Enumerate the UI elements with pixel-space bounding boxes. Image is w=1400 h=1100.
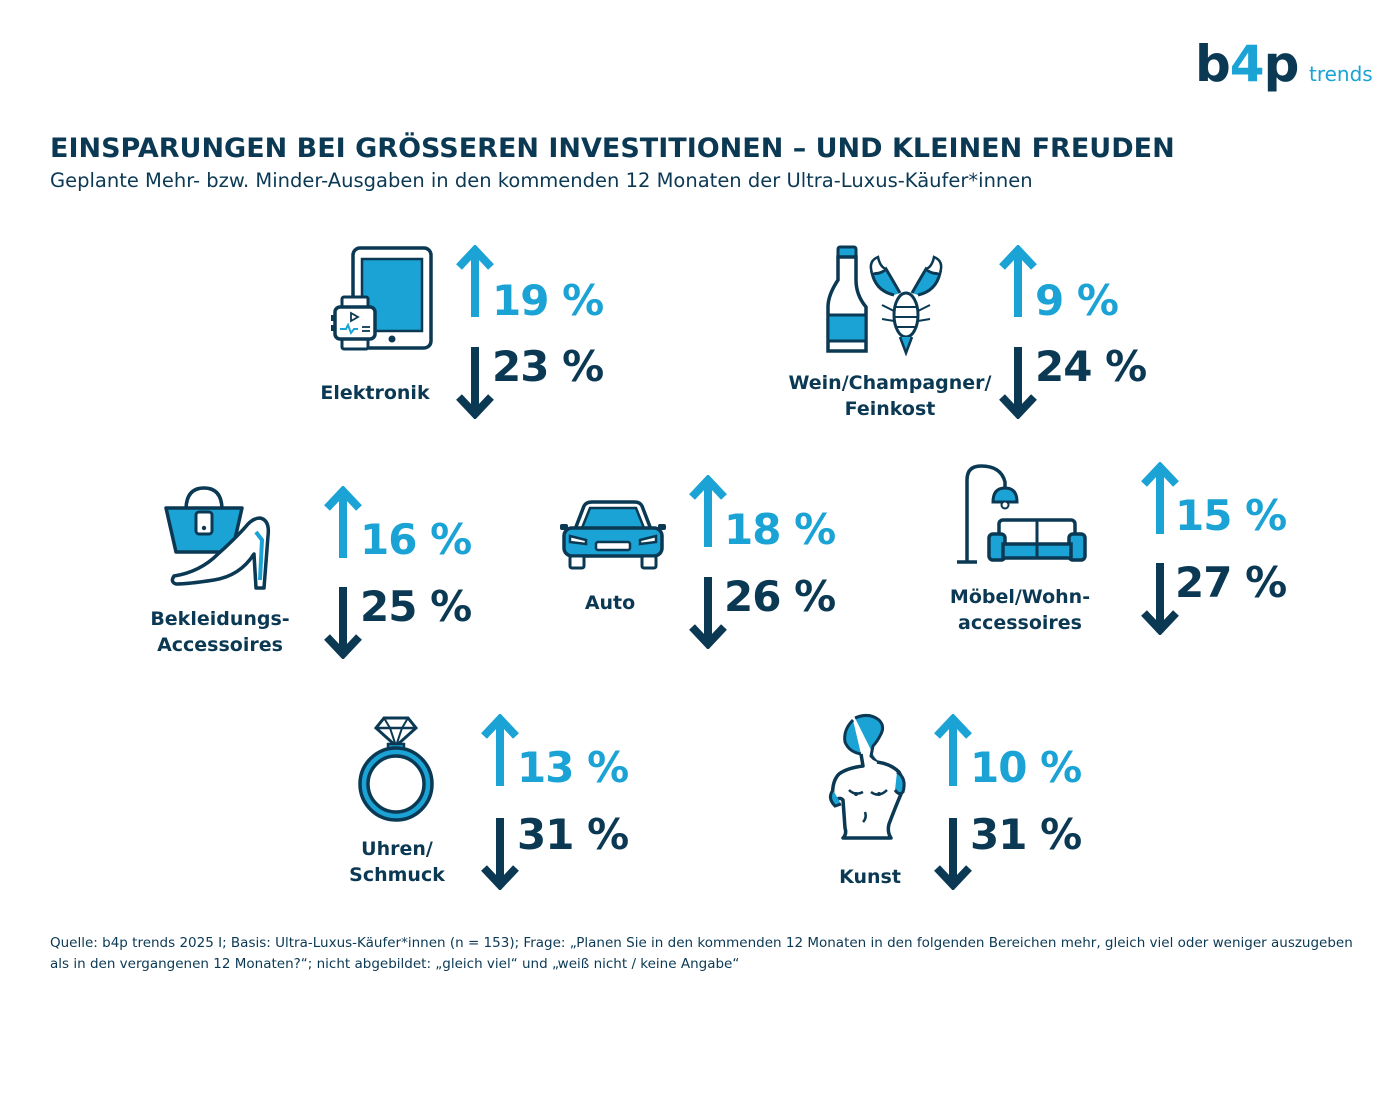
decrease-value: 23 % <box>492 342 604 391</box>
increase-value: 18 % <box>724 505 836 554</box>
arrow-down-icon <box>999 347 1037 419</box>
wine-bottle-lobster-icon <box>826 245 943 357</box>
handbag-high-heel-icon <box>164 486 271 590</box>
arrow-down-icon <box>324 587 362 659</box>
arrow-up-icon <box>324 486 362 558</box>
decrease-value: 25 % <box>360 582 472 631</box>
category-label: Auto <box>584 592 636 614</box>
arrow-down-icon <box>1141 563 1179 635</box>
category-label: Elektronik <box>320 382 430 404</box>
arrow-down-icon <box>689 577 727 649</box>
decrease-value: 31 % <box>970 810 1082 859</box>
decrease-value: 27 % <box>1175 558 1287 607</box>
arrow-up-icon <box>689 475 727 547</box>
arrow-up-icon <box>481 714 519 786</box>
arrow-up-icon <box>1141 462 1179 534</box>
increase-value: 15 % <box>1175 491 1287 540</box>
chart-title: EINSPARUNGEN BEI GRÖSSEREN INVESTITIONEN… <box>50 133 1175 164</box>
lamp-sofa-icon <box>957 464 1087 564</box>
b4p-trends-logo: b4p trends <box>1195 36 1375 96</box>
car-icon <box>560 500 666 570</box>
decrease-value: 26 % <box>724 572 836 621</box>
category-label: Kunst <box>839 866 901 888</box>
chart-subtitle: Geplante Mehr- bzw. Minder-Ausgaben in d… <box>50 169 1033 192</box>
tablet-smartwatch-icon <box>331 246 433 351</box>
increase-value: 10 % <box>970 743 1082 792</box>
increase-value: 9 % <box>1035 276 1119 325</box>
arrow-up-icon <box>456 245 494 317</box>
increase-value: 16 % <box>360 515 472 564</box>
increase-value: 19 % <box>492 276 604 325</box>
category-label: Wein/Champagner/ Feinkost <box>788 372 992 420</box>
increase-value: 13 % <box>517 743 629 792</box>
category-label: Bekleidungs- Accessoires <box>150 608 290 656</box>
category-label: Möbel/Wohn- accessoires <box>949 586 1091 634</box>
logo-wordmark: b4p <box>1195 35 1299 93</box>
statue-bust-icon <box>828 713 906 840</box>
decrease-value: 24 % <box>1035 342 1147 391</box>
arrow-up-icon <box>934 714 972 786</box>
diamond-ring-icon <box>358 716 434 822</box>
decrease-value: 31 % <box>517 810 629 859</box>
logo-suffix: trends <box>1309 62 1373 86</box>
source-footnote: Quelle: b4p trends 2025 I; Basis: Ultra-… <box>50 935 1353 972</box>
category-label: Uhren/ Schmuck <box>349 838 445 886</box>
arrow-down-icon <box>934 818 972 890</box>
arrow-down-icon <box>481 818 519 890</box>
arrow-up-icon <box>999 245 1037 317</box>
arrow-down-icon <box>456 347 494 419</box>
